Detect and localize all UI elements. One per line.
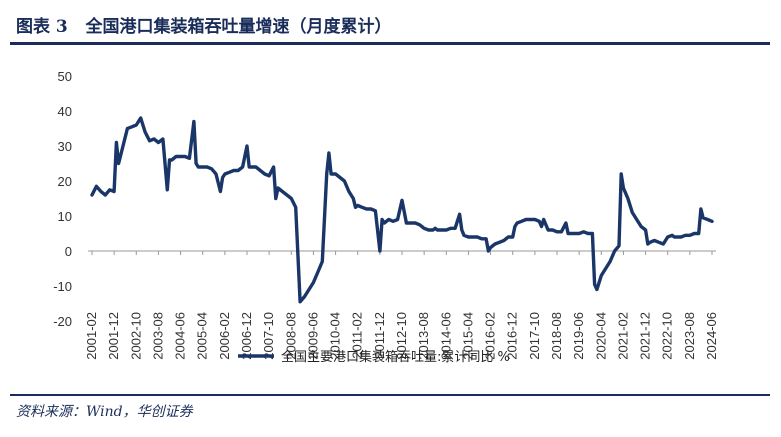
x-tick-label: 2016-12 (505, 312, 520, 360)
x-tick-label: 2001-02 (84, 312, 99, 360)
series-line (90, 116, 714, 304)
source-note: 资料来源：Wind，华创证券 (16, 404, 193, 420)
y-tick-label: 40 (58, 104, 72, 119)
x-tick-label: 2017-10 (527, 312, 542, 360)
figure-label: 图表 3 (16, 17, 68, 37)
x-tick-label: 2004-06 (173, 312, 188, 360)
x-tick-label: 2001-12 (106, 312, 121, 360)
legend-label: 全国主要港口集装箱吞吐量:累计同比 % (281, 349, 510, 365)
x-tick-label: 2015-04 (460, 312, 475, 360)
chart-title: 全国港口集装箱吞吐量增速（月度累计） (85, 17, 392, 37)
x-tick-label: 2020-04 (593, 312, 608, 360)
y-tick-label: 30 (58, 139, 72, 154)
x-tick-label: 2006-12 (239, 312, 254, 360)
x-tick-label: 2002-10 (128, 312, 143, 360)
y-tick-label: 50 (58, 69, 72, 84)
x-tick-label: 2022-10 (660, 312, 675, 360)
x-tick-label: 2003-08 (150, 312, 165, 360)
figure-title: 图表 3 全国港口集装箱吞吐量增速（月度累计） (16, 12, 392, 37)
y-tick-label: -10 (53, 279, 72, 294)
x-tick-label: 2013-08 (416, 312, 431, 360)
x-tick-label: 2024-06 (704, 312, 719, 360)
x-tick-label: 2010-04 (328, 312, 343, 360)
legend: 全国主要港口集装箱吞吐量:累计同比 % (238, 349, 510, 365)
x-tick-label: 2011-02 (350, 312, 365, 359)
x-tick-label: 2006-02 (217, 312, 232, 360)
x-axis-labels: 2001-02 2001-12 2002-10 2003-08 2004-06 2005-… (84, 312, 719, 360)
x-tick-label: 2008-08 (283, 312, 298, 360)
y-tick-label: 0 (65, 244, 72, 259)
x-tick-label: 2021-02 (615, 312, 630, 360)
x-tick-label: 2012-10 (394, 312, 409, 360)
x-tick-label: 2018-08 (549, 312, 564, 360)
y-tick-label: -20 (53, 314, 72, 329)
x-tick-label: 2009-06 (305, 312, 320, 360)
x-tick-label: 2007-10 (261, 312, 276, 360)
x-tick-label: 2005-04 (195, 312, 210, 360)
y-tick-label: 20 (58, 174, 72, 189)
x-tick-label: 2011-12 (372, 312, 387, 359)
x-tick-label: 2014-06 (438, 312, 453, 360)
x-tick-label: 2019-06 (571, 312, 586, 360)
y-axis-labels: -20 -10 0 10 20 30 40 50 (53, 69, 72, 329)
x-tick-label: 2016-02 (483, 312, 498, 360)
figure-header: 图表 3 全国港口集装箱吞吐量增速（月度累计） (10, 12, 770, 38)
x-tick-label: 2021-12 (638, 312, 653, 360)
y-tick-label: 10 (58, 209, 72, 224)
footer-divider (10, 394, 770, 396)
x-tick-label: 2023-08 (682, 312, 697, 360)
header-divider (10, 42, 770, 45)
x-axis (88, 250, 716, 255)
